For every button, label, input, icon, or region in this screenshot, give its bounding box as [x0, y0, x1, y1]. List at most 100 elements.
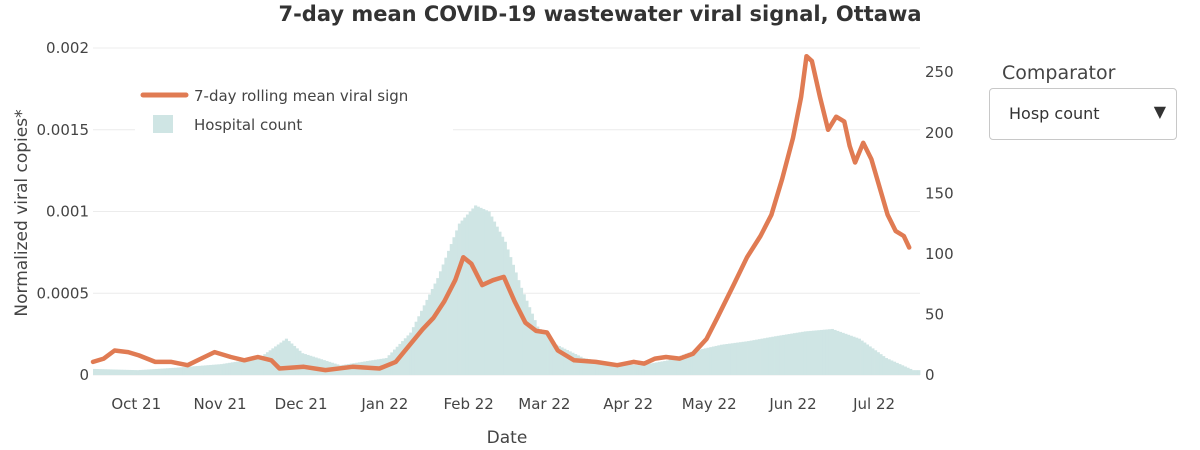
- hospital-count-bar: [671, 358, 675, 375]
- hospital-count-bar: [463, 217, 467, 375]
- hospital-count-bar: [747, 341, 751, 375]
- comparator-dropdown[interactable]: Hosp count ▼: [989, 88, 1177, 140]
- hospital-count-bar: [836, 330, 840, 375]
- hospital-count-bar: [93, 368, 97, 375]
- x-axis-ticks: Oct 21 Nov 21 Dec 21 Jan 22 Feb 22 Mar 22 Apr …: [111, 395, 895, 413]
- hospital-count-bar: [209, 364, 213, 375]
- hospital-count-bar: [841, 332, 845, 375]
- y2-axis-ticks: 0 50 100 150 200 250: [925, 63, 954, 384]
- hospital-count-bar: [98, 369, 102, 375]
- hospital-count-bar: [898, 364, 902, 375]
- hospital-count-bar: [214, 364, 218, 375]
- hospital-count-bar: [760, 338, 764, 375]
- hospital-count-bar: [452, 237, 456, 375]
- hospital-count-bar: [638, 365, 643, 375]
- hospital-count-bar: [679, 355, 683, 375]
- y-axis-title: Normalized viral copies*: [12, 109, 32, 316]
- hospital-count-bar: [795, 332, 799, 375]
- hospital-count-bar: [547, 336, 551, 375]
- hospital-count-bar: [790, 333, 794, 375]
- hospital-count-bar: [265, 352, 270, 375]
- hospital-count-bar: [601, 361, 605, 375]
- x-tick-label: May 22: [682, 395, 737, 413]
- hospital-count-bar: [528, 307, 532, 375]
- hospital-count-bar: [449, 244, 453, 375]
- hospital-count-bar: [428, 294, 432, 375]
- hospital-count-bar: [874, 350, 878, 375]
- hospital-count-bar: [714, 345, 718, 375]
- hospital-count-bar: [130, 370, 134, 375]
- hospital-count-bar: [814, 330, 818, 375]
- hospital-count-bar: [198, 365, 202, 375]
- hospital-count-bar: [292, 345, 297, 375]
- y2-tick-label: 50: [925, 305, 944, 323]
- hospital-count-bar: [482, 209, 486, 375]
- hospital-count-bar: [430, 289, 434, 375]
- hospital-count-bar: [865, 344, 870, 375]
- hospital-count-bar: [125, 369, 129, 375]
- hospital-count-bar: [438, 271, 443, 375]
- hospital-count-bar: [279, 342, 283, 375]
- hospital-count-bar: [401, 341, 405, 375]
- hospital-count-bar: [538, 329, 543, 375]
- hospital-count-bar: [763, 338, 767, 375]
- hospital-count-bar: [501, 236, 505, 375]
- hospital-count-bar: [655, 362, 659, 375]
- hospital-count-bar: [157, 368, 161, 375]
- hospital-count-bar: [468, 211, 472, 375]
- hospital-count-bar: [425, 299, 429, 375]
- hospital-count-bar: [792, 333, 797, 375]
- hospital-count-bar: [720, 344, 724, 375]
- hospital-count-bar: [171, 367, 175, 375]
- hospital-count-bar: [311, 356, 316, 375]
- hospital-count-bar: [117, 369, 121, 375]
- y-tick-label: 0: [79, 366, 89, 384]
- y-tick-label: 0.0005: [37, 284, 90, 302]
- hospital-count-bar: [768, 337, 772, 375]
- hospital-count-bar: [244, 360, 248, 375]
- hospital-count-bar: [911, 370, 915, 375]
- hospital-count-bar: [298, 350, 302, 375]
- hospital-count-bar: [417, 316, 421, 375]
- hospital-count-bar: [492, 221, 497, 375]
- x-tick-label: Jan 22: [360, 395, 408, 413]
- hospital-count-bar: [287, 341, 291, 375]
- hospital-count-bar: [871, 348, 875, 375]
- hospital-count-bar: [622, 363, 626, 375]
- hospital-count-bar: [552, 342, 556, 375]
- hospital-count-bar: [757, 339, 761, 375]
- hospital-count-bar: [914, 370, 918, 375]
- comparator-label: Comparator: [1002, 62, 1116, 84]
- hospital-count-bar: [249, 359, 253, 375]
- hospital-count-bar: [109, 369, 113, 375]
- hospital-count-bar: [441, 264, 445, 375]
- hospital-count-bar: [520, 287, 524, 375]
- hospital-count-bar: [657, 361, 661, 375]
- hospital-count-bar: [414, 321, 418, 375]
- hospital-count-bar: [163, 368, 167, 375]
- hospital-count-bar: [876, 352, 880, 375]
- hospital-count-bar: [444, 257, 448, 375]
- legend: 7-day rolling mean viral sign Hospital c…: [135, 78, 453, 140]
- hospital-count-bar: [314, 357, 318, 375]
- hospital-count-bar: [744, 341, 748, 375]
- hospital-count-bar: [236, 361, 240, 375]
- comparator-selected-value: Hosp count: [1009, 104, 1100, 123]
- hospital-count-bar: [220, 364, 224, 375]
- hospital-count-bar: [349, 363, 353, 375]
- hospital-count-bar: [230, 362, 234, 375]
- hospital-count-bar: [155, 368, 159, 375]
- hospital-count-bar: [284, 338, 288, 375]
- hospital-count-bar: [674, 357, 678, 375]
- hospital-count-bar: [582, 358, 586, 375]
- hospital-count-bar: [274, 346, 278, 375]
- hospital-count-bar: [114, 369, 118, 375]
- hospital-count-bar: [436, 278, 440, 375]
- hospital-count-bar: [574, 354, 578, 375]
- hospital-count-bar: [717, 345, 721, 375]
- hospital-count-bar: [887, 359, 891, 375]
- y2-tick-label: 150: [925, 184, 954, 202]
- hospital-count-bar: [420, 310, 424, 375]
- hospital-count-bar: [628, 364, 632, 375]
